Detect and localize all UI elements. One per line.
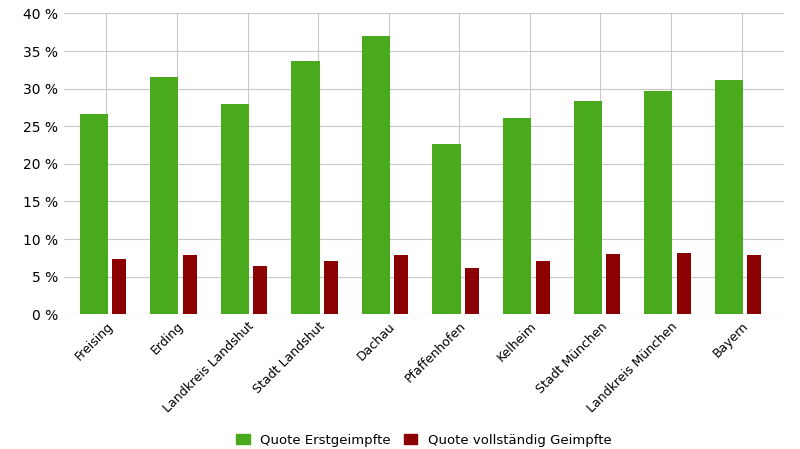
Bar [503,118,531,314]
Bar [465,268,479,314]
Bar [394,255,409,314]
Bar [574,101,602,314]
Bar [715,80,743,314]
Bar [182,255,197,314]
Bar [253,266,267,314]
Bar [747,255,762,314]
Bar [150,77,178,314]
Bar [433,144,461,314]
Bar [79,114,108,314]
Legend: Quote Erstgeimpfte, Quote vollständig Geimpfte: Quote Erstgeimpfte, Quote vollständig Ge… [231,428,617,449]
Bar [324,261,338,314]
Bar [291,61,319,314]
Bar [112,259,126,314]
Bar [644,91,673,314]
Bar [677,253,691,314]
Bar [535,261,550,314]
Bar [606,254,620,314]
Bar [221,104,249,314]
Bar [362,36,390,314]
